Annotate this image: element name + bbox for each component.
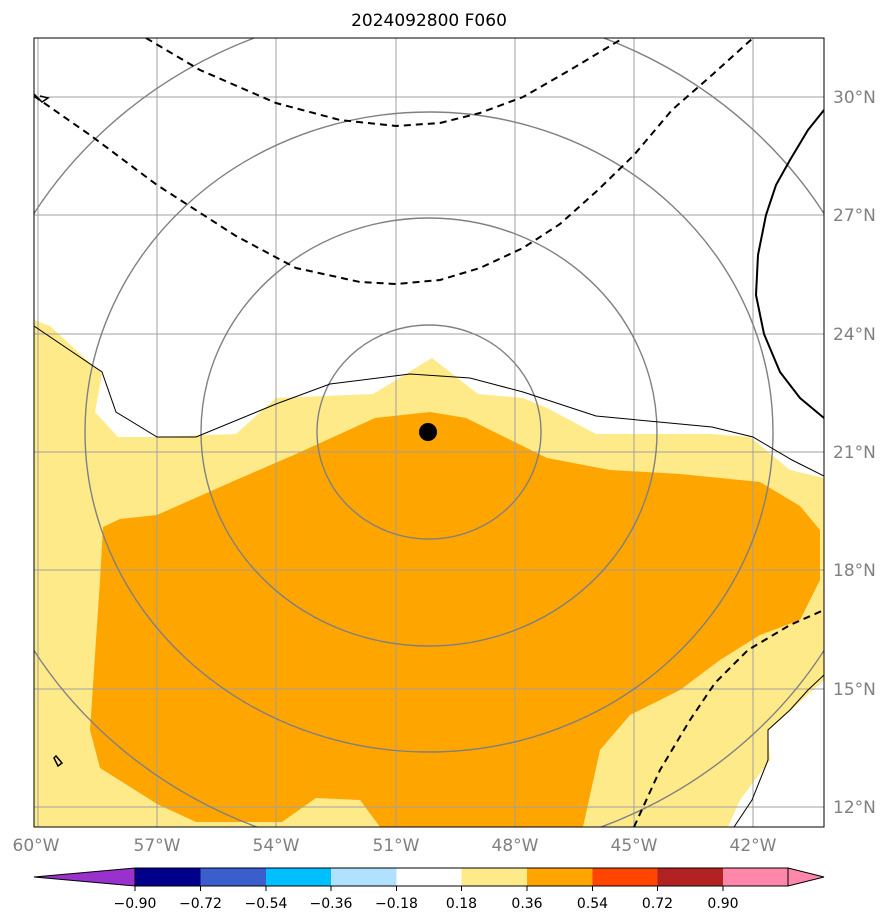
colorbar-label-4: −0.36: [310, 896, 353, 912]
dashed-contour-middle: [34, 38, 754, 286]
colorbar: −0.90 −0.72 −0.54 −0.36 −0.18 0.18 0.36 …: [33, 867, 825, 912]
colorbar-label-1: −0.90: [114, 896, 157, 912]
colorbar-right-arrow-outline: [787, 867, 825, 887]
longitude-labels: 60°W 57°W 54°W 51°W 48°W 45°W 42°W: [13, 836, 777, 856]
lon-label-54w: 54°W: [253, 836, 300, 856]
colorbar-label-5: −0.18: [375, 896, 418, 912]
colorbar-label-3: −0.54: [245, 896, 288, 912]
lon-label-51w: 51°W: [373, 836, 420, 856]
colorbar-right-arrow: [723, 868, 824, 886]
lat-label-24: 24°N: [833, 325, 876, 345]
lat-label-27: 27°N: [833, 206, 876, 226]
colorbar-segment-9: [657, 868, 723, 886]
grid-lines: [34, 38, 824, 827]
lon-label-48w: 48°W: [492, 836, 539, 856]
colorbar-label-9: 0.72: [642, 896, 673, 912]
colorbar-labels: −0.90 −0.72 −0.54 −0.36 −0.18 0.18 0.36 …: [114, 896, 739, 912]
lon-label-45w: 45°W: [611, 836, 658, 856]
dashed-contour-top: [145, 38, 621, 128]
colorbar-left-arrow: [33, 867, 136, 887]
colorbar-segment-6: [461, 868, 527, 886]
colorbar-label-7: 0.36: [511, 896, 542, 912]
colorbar-label-6: 0.18: [446, 896, 477, 912]
colorbar-label-2: −0.72: [179, 896, 222, 912]
lat-label-18: 18°N: [833, 561, 876, 581]
lat-label-21: 21°N: [833, 443, 876, 463]
colorbar-label-8: 0.54: [577, 896, 608, 912]
colorbar-label-10: 0.90: [707, 896, 738, 912]
lat-label-12: 12°N: [833, 798, 876, 818]
lon-label-57w: 57°W: [134, 836, 181, 856]
lat-label-30: 30°N: [833, 88, 876, 108]
field-orange-region: [90, 412, 820, 827]
range-ring-1: [316, 324, 542, 540]
plot-frame: [33, 37, 825, 828]
storm-center-marker: [419, 423, 437, 441]
plot-area: [34, 38, 824, 827]
small-island-contour: [53, 754, 64, 768]
colorbar-segment-8: [592, 868, 658, 886]
colorbar-segment-2: [200, 868, 266, 886]
latitude-labels: 30°N 27°N 24°N 21°N 18°N 15°N 12°N: [833, 88, 876, 818]
colorbar-segment-5: [396, 868, 462, 886]
colorbar-segment-1: [135, 868, 201, 886]
range-rings: [34, 38, 824, 827]
solid-contour-right: [754, 109, 824, 419]
lat-label-15: 15°N: [833, 680, 876, 700]
dashed-contour-bottom: [633, 609, 824, 827]
colorbar-segment-3: [266, 868, 331, 886]
range-ring-3: [84, 111, 774, 753]
figure-title: 2024092800 F060: [351, 11, 507, 31]
lon-label-42w: 42°W: [730, 836, 777, 856]
colorbar-segment-7: [527, 868, 593, 886]
range-ring-2: [200, 217, 658, 647]
dashed-contours: [34, 38, 824, 827]
lon-label-60w: 60°W: [13, 836, 60, 856]
thin-contour-line-2: [733, 674, 824, 827]
colorbar-segment-4: [331, 868, 397, 886]
thin-contour-line: [34, 325, 824, 477]
colorbar-ticks: [134, 886, 724, 891]
